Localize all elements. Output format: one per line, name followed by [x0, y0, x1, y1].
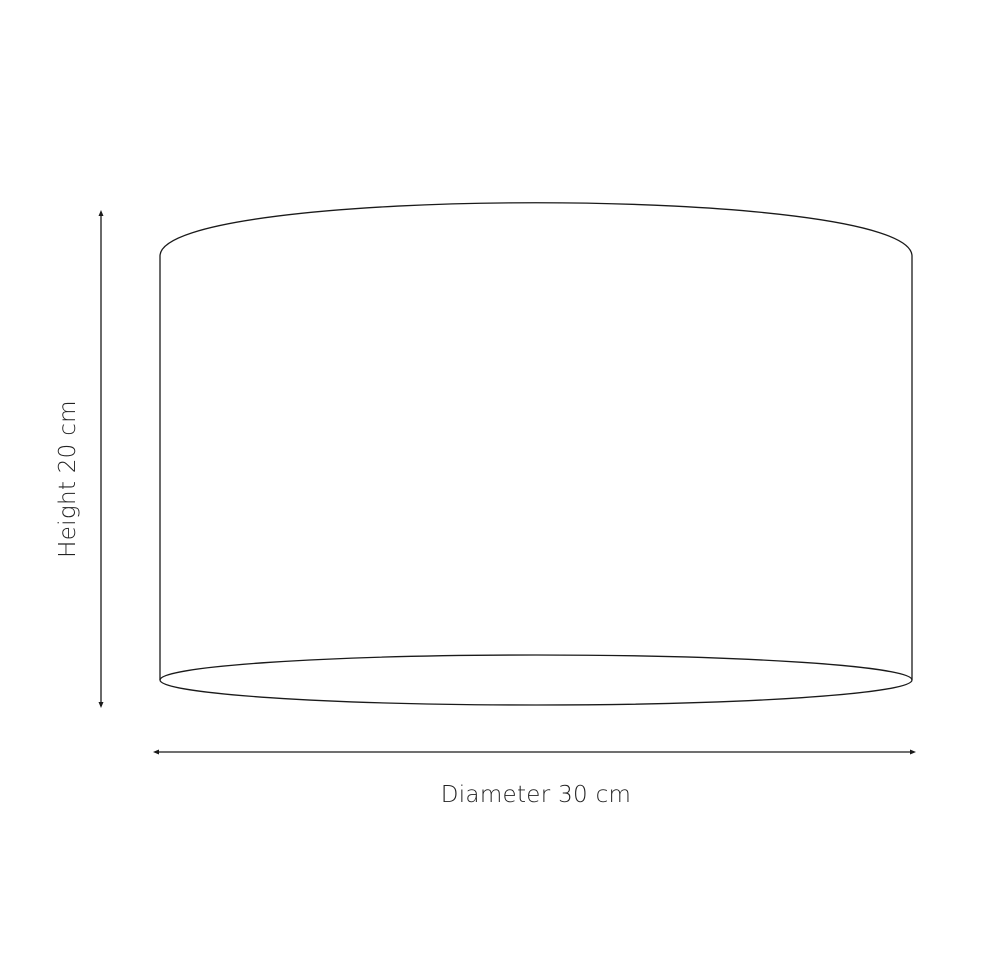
height-label: Height 20 cm — [55, 400, 81, 558]
cylinder-top-arc — [159, 202, 913, 257]
diameter-label: Diameter 30 cm — [441, 782, 632, 808]
cylinder-bottom-ellipse — [159, 654, 913, 706]
lampshade-cylinder — [159, 202, 913, 706]
